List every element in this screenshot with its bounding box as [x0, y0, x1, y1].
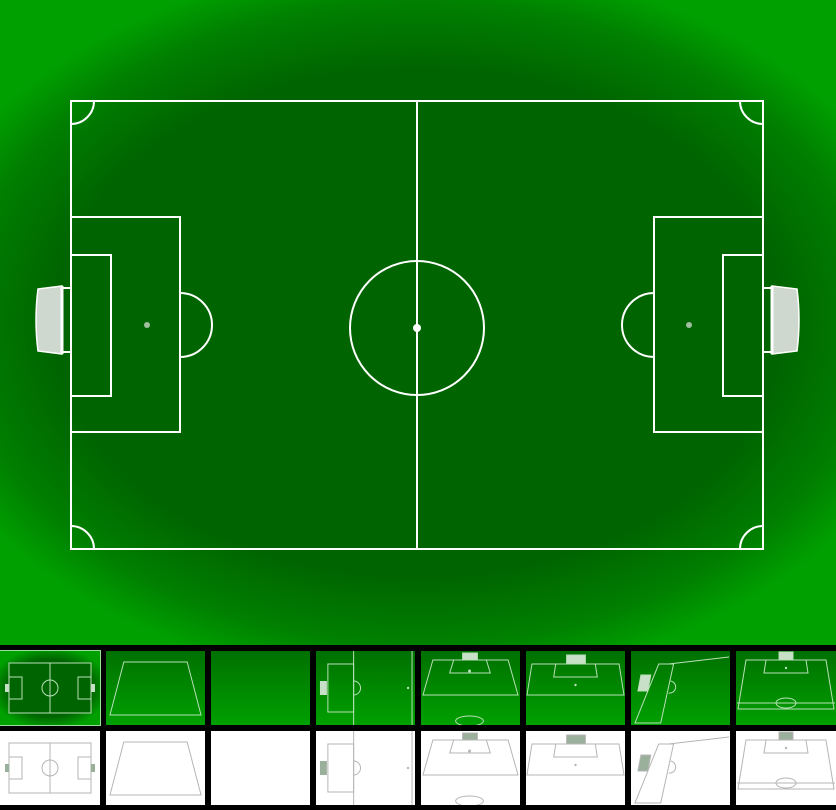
template-thumb-white-blank[interactable] [211, 731, 310, 805]
corner-arc-bottom-right [739, 525, 764, 550]
template-thumb-drawing [634, 736, 730, 804]
pitch-canvas[interactable] [0, 0, 836, 645]
template-thumb-white-angled-corner[interactable] [631, 731, 730, 805]
template-thumb-drawing [634, 656, 730, 724]
template-thumb-drawing [526, 654, 625, 696]
template-thumb-white-full-pitch-perspective[interactable] [736, 731, 836, 805]
left-penalty-area [70, 216, 181, 433]
corner-arc-bottom-left [70, 525, 95, 550]
left-penalty-spot [144, 322, 150, 328]
pitch-drawing [35, 100, 800, 550]
template-thumb-drawing [319, 731, 413, 805]
left-goal [35, 285, 71, 355]
template-thumb-green-half-pitch-left[interactable] [316, 651, 415, 725]
template-thumb-green-goal-view-top-close[interactable] [526, 651, 625, 725]
template-thumb-drawing [422, 732, 519, 805]
center-spot [413, 324, 421, 332]
template-thumb-drawing [109, 741, 202, 796]
template-thumb-white-half-pitch-left[interactable] [316, 731, 415, 805]
template-thumb-drawing [422, 652, 519, 725]
template-thumb-drawing [319, 651, 413, 725]
template-thumb-green-trapezoid-outline[interactable] [106, 651, 205, 725]
template-thumb-white-goal-view-top-close[interactable] [526, 731, 625, 805]
template-thumb-green-goal-view-top[interactable] [421, 651, 520, 725]
right-goal-area [722, 254, 764, 397]
left-penalty-arc [179, 292, 213, 358]
template-thumb-drawing [526, 734, 625, 776]
template-thumb-drawing [109, 661, 202, 716]
right-penalty-spot [686, 322, 692, 328]
template-thumb-green-blank[interactable] [211, 651, 310, 725]
template-thumb-drawing [737, 651, 835, 710]
template-thumb-drawing [211, 731, 310, 805]
right-penalty-arc [621, 292, 655, 358]
template-thumb-green-full-pitch-perspective[interactable] [736, 651, 836, 725]
right-goal [763, 285, 800, 355]
pitch-template-strip [0, 645, 836, 810]
left-goal-area [70, 254, 112, 397]
template-thumb-white-trapezoid-outline[interactable] [106, 731, 205, 805]
template-thumb-drawing [211, 651, 310, 725]
template-thumb-green-angled-corner[interactable] [631, 651, 730, 725]
right-penalty-area [653, 216, 764, 433]
template-thumb-drawing [5, 742, 95, 794]
center-circle [349, 260, 485, 396]
corner-arc-top-right [739, 100, 764, 125]
template-thumb-drawing [737, 731, 835, 790]
template-thumb-white-top-down[interactable] [0, 731, 100, 805]
template-thumb-green-top-down[interactable] [0, 650, 101, 726]
corner-arc-top-left [70, 100, 95, 125]
template-thumb-drawing [5, 662, 95, 714]
template-thumb-white-goal-view-top[interactable] [421, 731, 520, 805]
